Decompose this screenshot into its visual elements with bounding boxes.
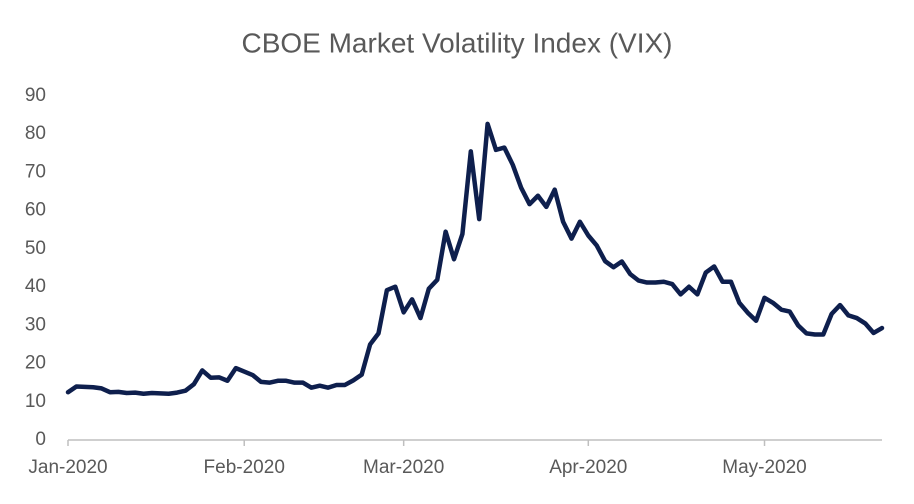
chart-title: CBOE Market Volatility Index (VIX) xyxy=(241,27,672,58)
y-tick-label: 60 xyxy=(25,200,46,221)
x-tick-label: Apr-2020 xyxy=(549,457,627,478)
data-line xyxy=(65,121,885,396)
y-tick-label: 50 xyxy=(25,238,46,259)
y-tick-label: 10 xyxy=(25,391,46,412)
y-tick-label: 40 xyxy=(25,276,46,297)
x-tick-label: May-2020 xyxy=(722,457,807,478)
x-tick-label: Feb-2020 xyxy=(204,457,285,478)
y-tick-label: 70 xyxy=(25,161,46,182)
y-tick-label: 20 xyxy=(25,353,46,374)
y-tick-label: 30 xyxy=(25,314,46,335)
y-tick-label: 80 xyxy=(25,123,46,144)
y-tick-label: 0 xyxy=(35,429,46,450)
y-tick-label: 90 xyxy=(25,85,46,106)
x-tick-label: Jan-2020 xyxy=(28,457,107,478)
x-tick-label: Mar-2020 xyxy=(363,457,444,478)
